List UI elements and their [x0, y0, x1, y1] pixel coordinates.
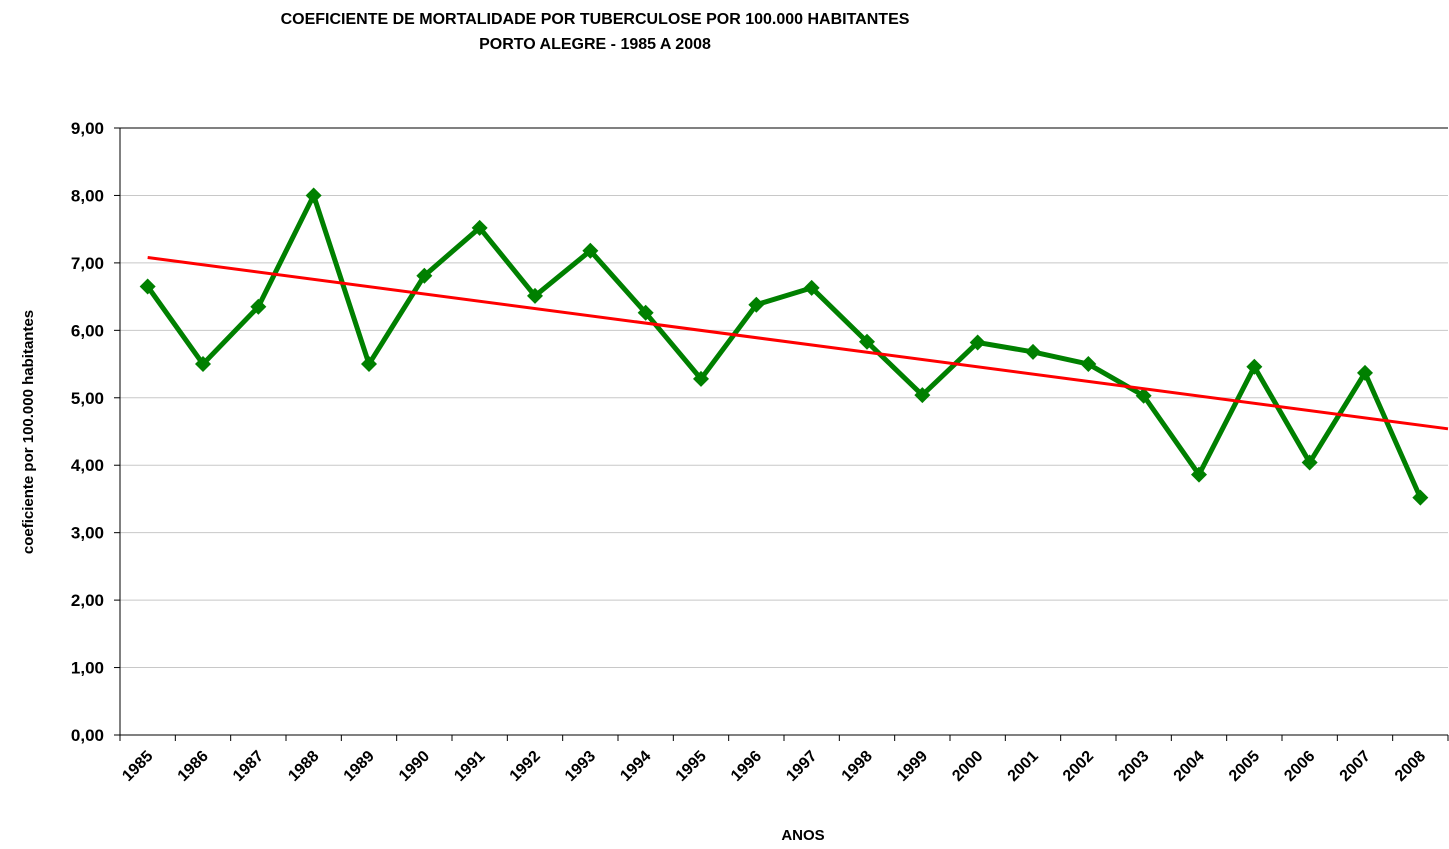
marker: [582, 242, 599, 259]
x-tick-label: 1994: [617, 748, 654, 785]
trendline: [147, 256, 1449, 431]
marker: [527, 287, 543, 304]
y-axis-label: coeficiente por 100.000 habitantes: [20, 310, 37, 554]
x-tick-label: 2008: [1392, 748, 1429, 785]
x-tick-label: 1998: [839, 748, 876, 785]
marker: [1412, 489, 1429, 506]
marker: [1246, 358, 1263, 375]
marker: [914, 387, 931, 404]
y-tick-label: 5,00: [71, 389, 104, 408]
x-tick-label: 1986: [175, 748, 212, 785]
y-tick-label: 9,00: [71, 119, 104, 138]
marker: [250, 298, 267, 315]
marker: [1135, 387, 1152, 404]
marker: [693, 370, 709, 387]
x-tick-label: 1992: [507, 748, 544, 785]
x-tick-label: 1999: [894, 748, 931, 785]
marker: [1191, 466, 1207, 483]
chart-subtitle: PORTO ALEGRE - 1985 A 2008: [479, 36, 711, 53]
x-tick-label: 2007: [1337, 748, 1374, 785]
y-tick-label: 8,00: [71, 186, 104, 205]
x-tick-label: 2005: [1226, 748, 1263, 785]
x-tick-label: 1989: [341, 748, 378, 785]
marker: [416, 267, 433, 284]
marker: [471, 219, 488, 236]
y-tick-label: 2,00: [71, 591, 104, 610]
marker: [1301, 454, 1318, 471]
marker: [969, 334, 986, 351]
marker: [139, 278, 156, 295]
x-tick-label: 2006: [1281, 748, 1318, 785]
marker: [637, 304, 654, 321]
x-tick-label: 1995: [673, 748, 710, 785]
marker: [859, 333, 875, 350]
chart-title: COEFICIENTE DE MORTALIDADE POR TUBERCULO…: [281, 11, 910, 28]
y-tick-label: 0,00: [71, 726, 104, 745]
x-tick-label: 2000: [949, 748, 986, 785]
y-tick-label: 7,00: [71, 254, 104, 273]
x-tick-label: 1991: [451, 748, 488, 785]
y-tick-label: 1,00: [71, 659, 104, 678]
x-tick-label: 1988: [285, 748, 322, 785]
x-tick-label: 2003: [1115, 748, 1152, 785]
x-tick-label: 2002: [1060, 748, 1097, 785]
x-tick-label: 1985: [119, 748, 156, 785]
marker: [1025, 343, 1041, 360]
marker: [748, 296, 765, 313]
x-tick-label: 1993: [562, 748, 599, 785]
x-tick-label: 2001: [1005, 748, 1042, 785]
marker: [305, 187, 322, 204]
x-tick-label: 1990: [396, 748, 433, 785]
x-tick-label: 2004: [1171, 748, 1208, 785]
marker: [1080, 356, 1097, 373]
y-tick-label: 6,00: [71, 321, 104, 340]
x-tick-label: 1996: [728, 748, 765, 785]
marker: [1357, 364, 1373, 381]
marker: [803, 279, 820, 296]
y-tick-label: 3,00: [71, 524, 104, 543]
marker: [195, 356, 211, 373]
x-axis-label: ANOS: [781, 827, 824, 844]
x-tick-label: 1997: [783, 748, 820, 785]
series-line: [145, 192, 1423, 499]
y-tick-label: 4,00: [71, 456, 104, 475]
marker: [361, 356, 377, 373]
x-tick-label: 1987: [230, 748, 267, 785]
